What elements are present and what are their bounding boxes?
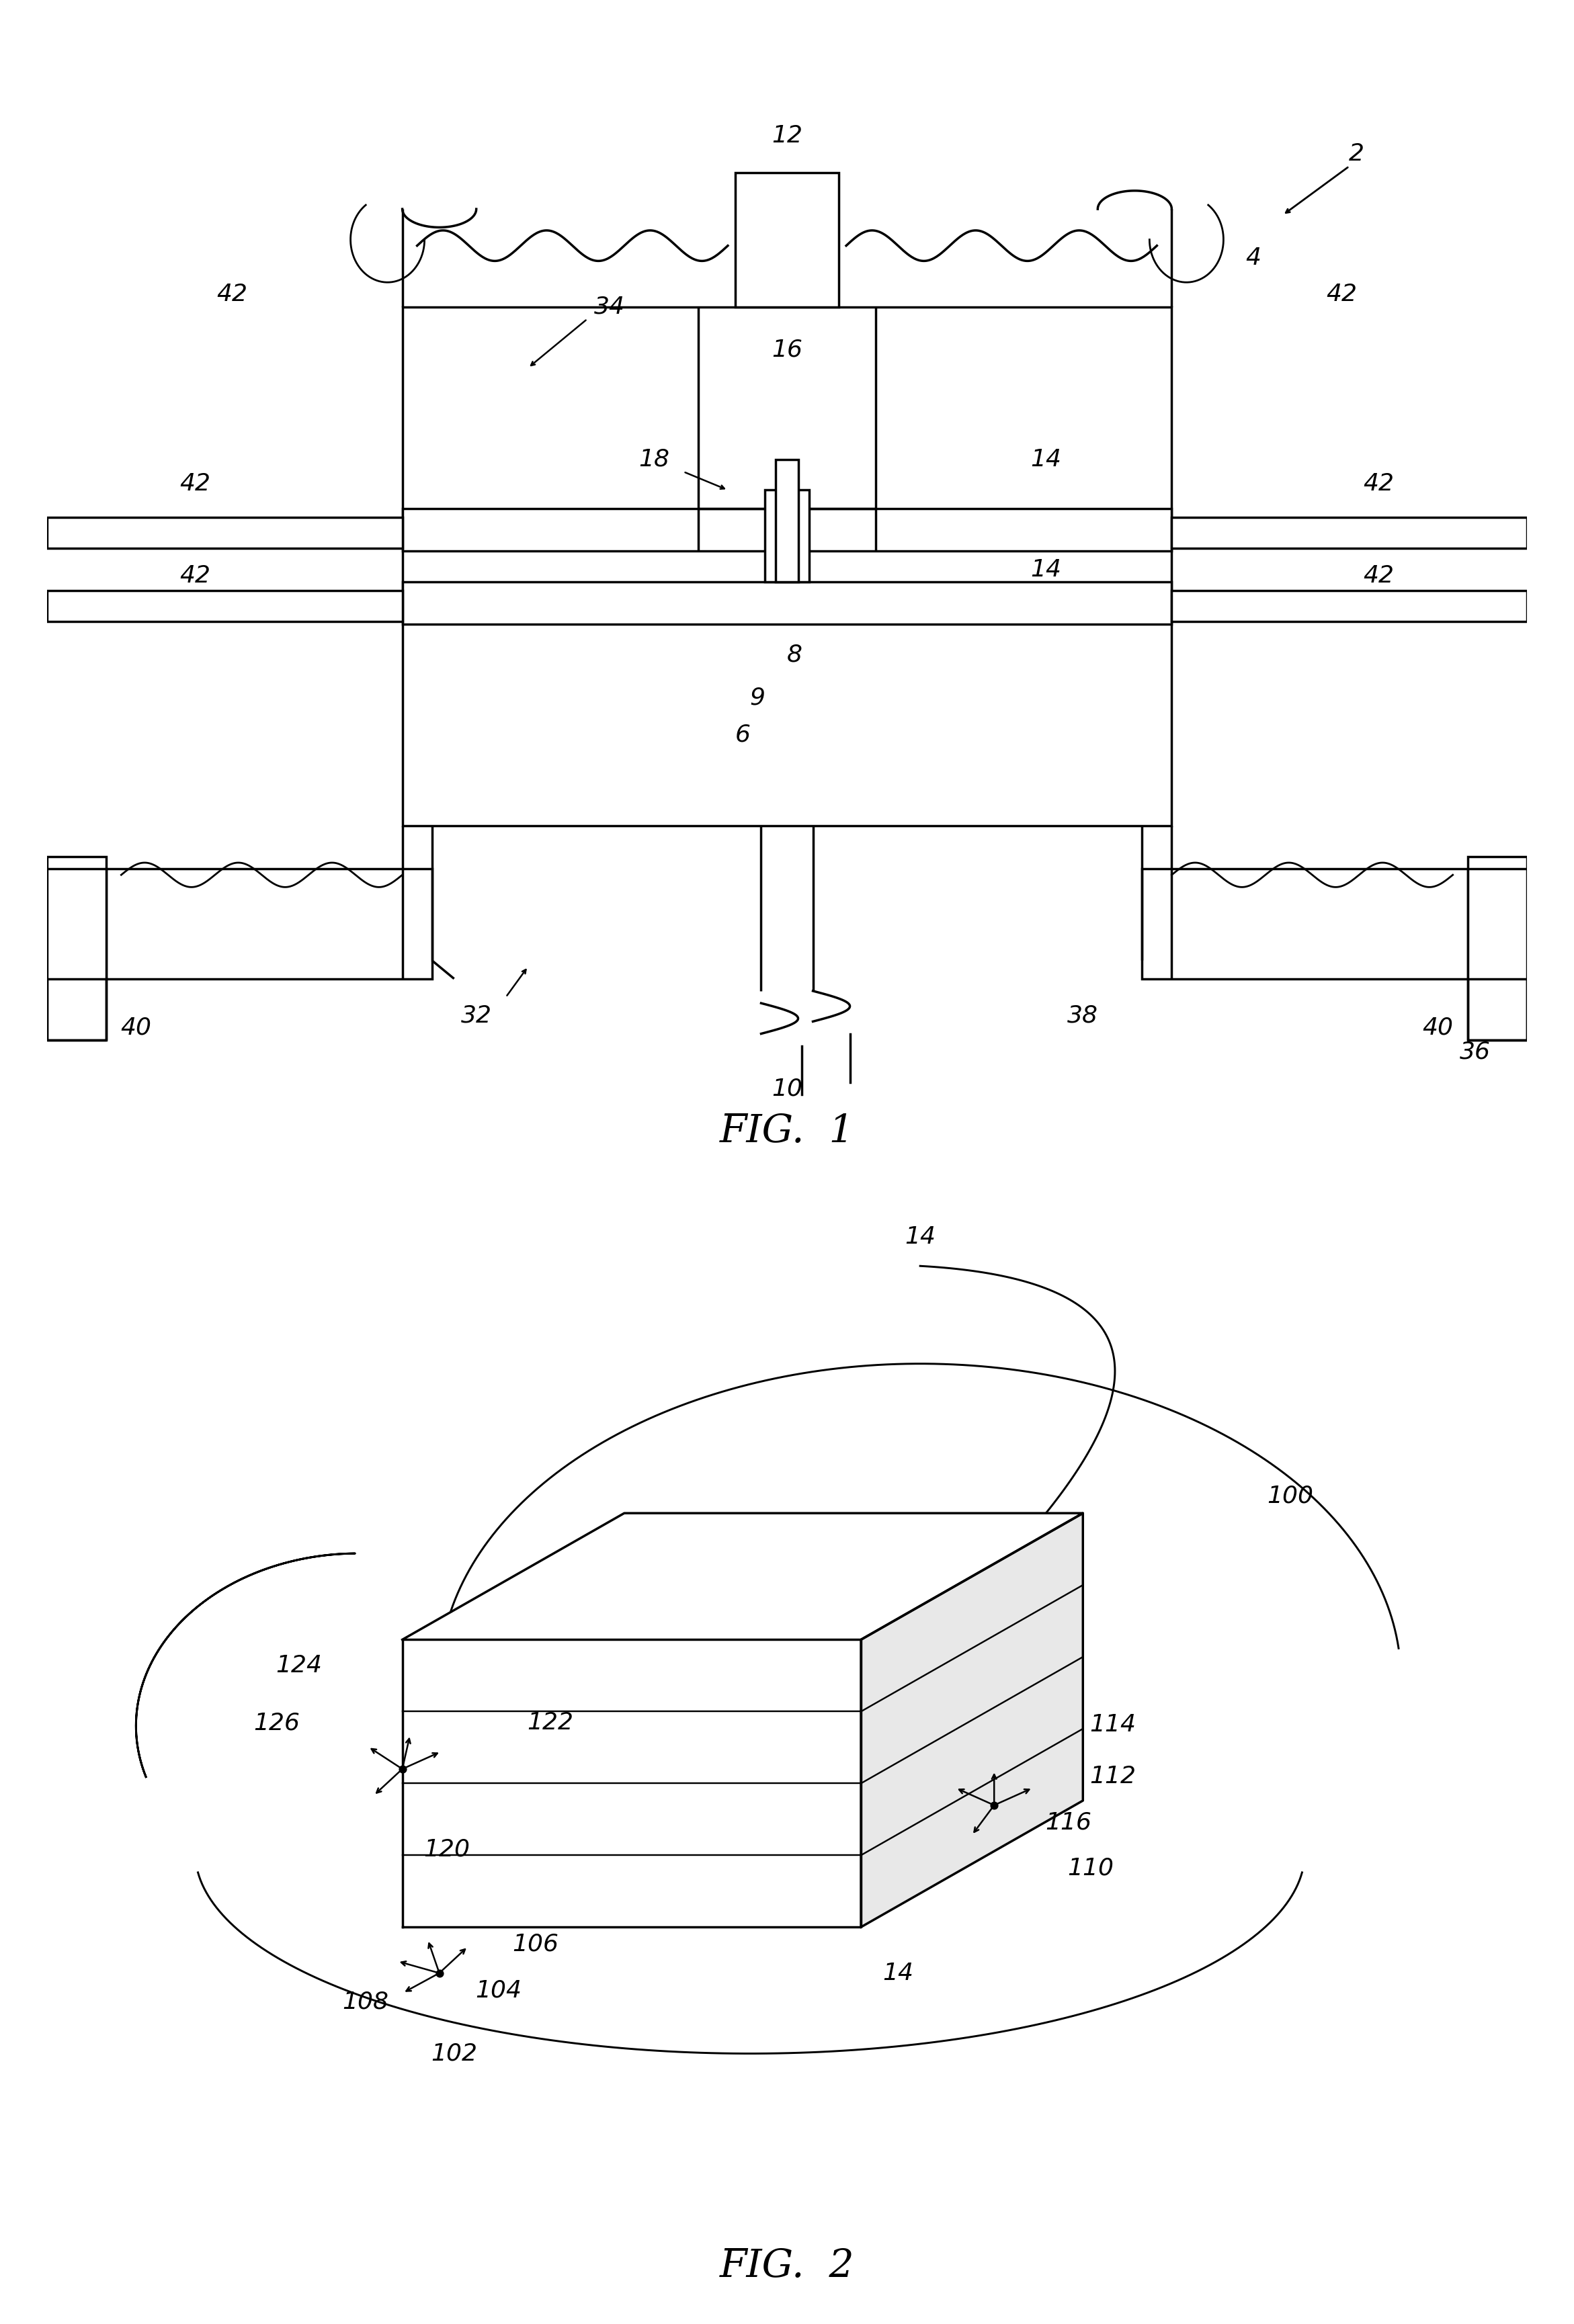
Text: 16: 16	[771, 337, 803, 360]
Text: 38: 38	[1067, 1004, 1099, 1027]
Text: 36: 36	[1459, 1041, 1491, 1064]
Text: 12: 12	[771, 123, 803, 146]
Text: 106: 106	[512, 1934, 559, 1957]
Bar	[403, 307, 1171, 825]
Point	[390, 1750, 416, 1787]
Bar	[403, 509, 1171, 551]
Bar	[1171, 518, 1527, 548]
Bar	[1467, 858, 1527, 1039]
Text: 9: 9	[749, 686, 765, 709]
Text: 4: 4	[1245, 246, 1261, 270]
Text: 42: 42	[1363, 565, 1395, 588]
Text: 102: 102	[431, 2043, 477, 2066]
Text: 42: 42	[1327, 284, 1357, 307]
Text: 122: 122	[527, 1710, 573, 1734]
Text: FIG.  1: FIG. 1	[719, 1113, 855, 1150]
Text: 110: 110	[1067, 1857, 1113, 1880]
Text: 14: 14	[1031, 558, 1061, 581]
Text: 116: 116	[1045, 1810, 1091, 1834]
Text: 32: 32	[461, 1004, 491, 1027]
Text: 14: 14	[905, 1225, 935, 1248]
Bar	[1143, 869, 1467, 978]
Text: 14: 14	[883, 1961, 913, 1985]
Polygon shape	[403, 1641, 861, 1927]
Text: 114: 114	[1089, 1713, 1136, 1736]
Text: 126: 126	[253, 1710, 299, 1734]
Bar	[107, 869, 431, 978]
Bar	[1171, 590, 1527, 621]
Polygon shape	[403, 1513, 1083, 1641]
Bar	[47, 590, 403, 621]
Text: 40: 40	[1423, 1016, 1453, 1039]
Text: 108: 108	[342, 1989, 389, 2013]
Bar	[47, 858, 107, 1039]
Text: 120: 120	[423, 1838, 471, 1862]
Text: 10: 10	[771, 1078, 803, 1099]
Bar	[776, 460, 798, 581]
Point	[427, 1954, 452, 1992]
Text: 2: 2	[1349, 142, 1365, 165]
Text: 18: 18	[639, 449, 669, 472]
Point	[982, 1787, 1007, 1824]
Text: 6: 6	[735, 723, 751, 746]
Text: 42: 42	[1363, 472, 1395, 495]
Bar	[735, 172, 839, 307]
Text: 104: 104	[475, 1980, 521, 2001]
Text: 112: 112	[1089, 1764, 1136, 1787]
Text: 42: 42	[217, 284, 247, 307]
Bar	[403, 581, 1171, 625]
Text: FIG.  2: FIG. 2	[719, 2247, 855, 2284]
Text: 14: 14	[1031, 449, 1061, 472]
Text: 100: 100	[1267, 1485, 1313, 1508]
Bar	[47, 518, 403, 548]
Text: 124: 124	[275, 1655, 323, 1678]
Bar	[765, 490, 809, 581]
Text: 42: 42	[179, 565, 211, 588]
Polygon shape	[861, 1513, 1083, 1927]
Text: 34: 34	[593, 295, 625, 318]
Text: 40: 40	[121, 1016, 151, 1039]
Text: 8: 8	[787, 644, 803, 667]
Text: 42: 42	[179, 472, 211, 495]
